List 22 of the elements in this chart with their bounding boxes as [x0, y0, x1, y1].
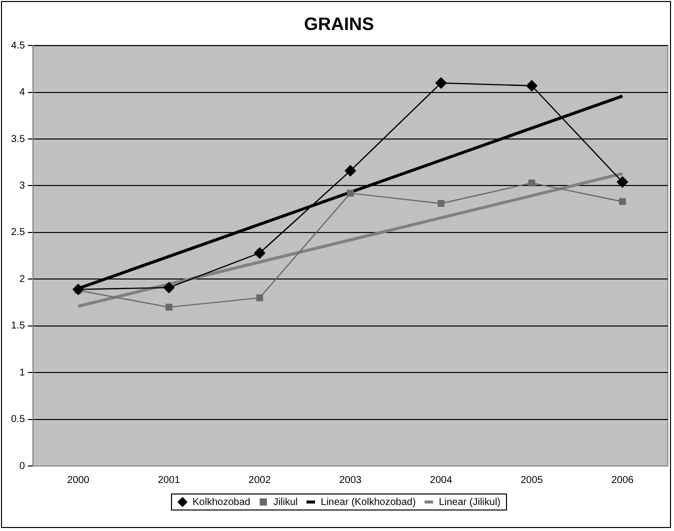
- legend-label: Jilikul: [273, 496, 298, 508]
- y-tick-label: 4.5: [10, 40, 26, 52]
- legend-label: Kolkhozobad: [192, 496, 250, 508]
- x-tick-label: 2006: [611, 474, 634, 486]
- y-tick-label: 2: [19, 274, 26, 285]
- x-tick-label: 2002: [248, 474, 272, 486]
- x-tick-label: 2000: [67, 474, 90, 486]
- y-tick-label: 2.5: [10, 227, 26, 238]
- legend-label: Linear (Jilikul): [438, 496, 501, 508]
- chart-title: GRAINS: [304, 14, 374, 34]
- y-tick-label: 3.5: [10, 134, 26, 145]
- y-tick-label: 1.5: [10, 320, 26, 332]
- y-tick-label: 3: [19, 180, 26, 192]
- x-tick-label: 2001: [158, 474, 181, 486]
- y-tick-label: 0.5: [10, 414, 26, 426]
- y-tick-label: 0: [19, 460, 26, 472]
- y-tick-label: 1: [19, 367, 26, 378]
- x-tick-label: 2004: [430, 474, 453, 486]
- x-tick-label: 2005: [520, 474, 544, 486]
- x-tick-label: 2003: [339, 474, 362, 486]
- legend-label: Linear (Kolkhozobad): [320, 496, 416, 508]
- y-tick-label: 4: [19, 87, 26, 98]
